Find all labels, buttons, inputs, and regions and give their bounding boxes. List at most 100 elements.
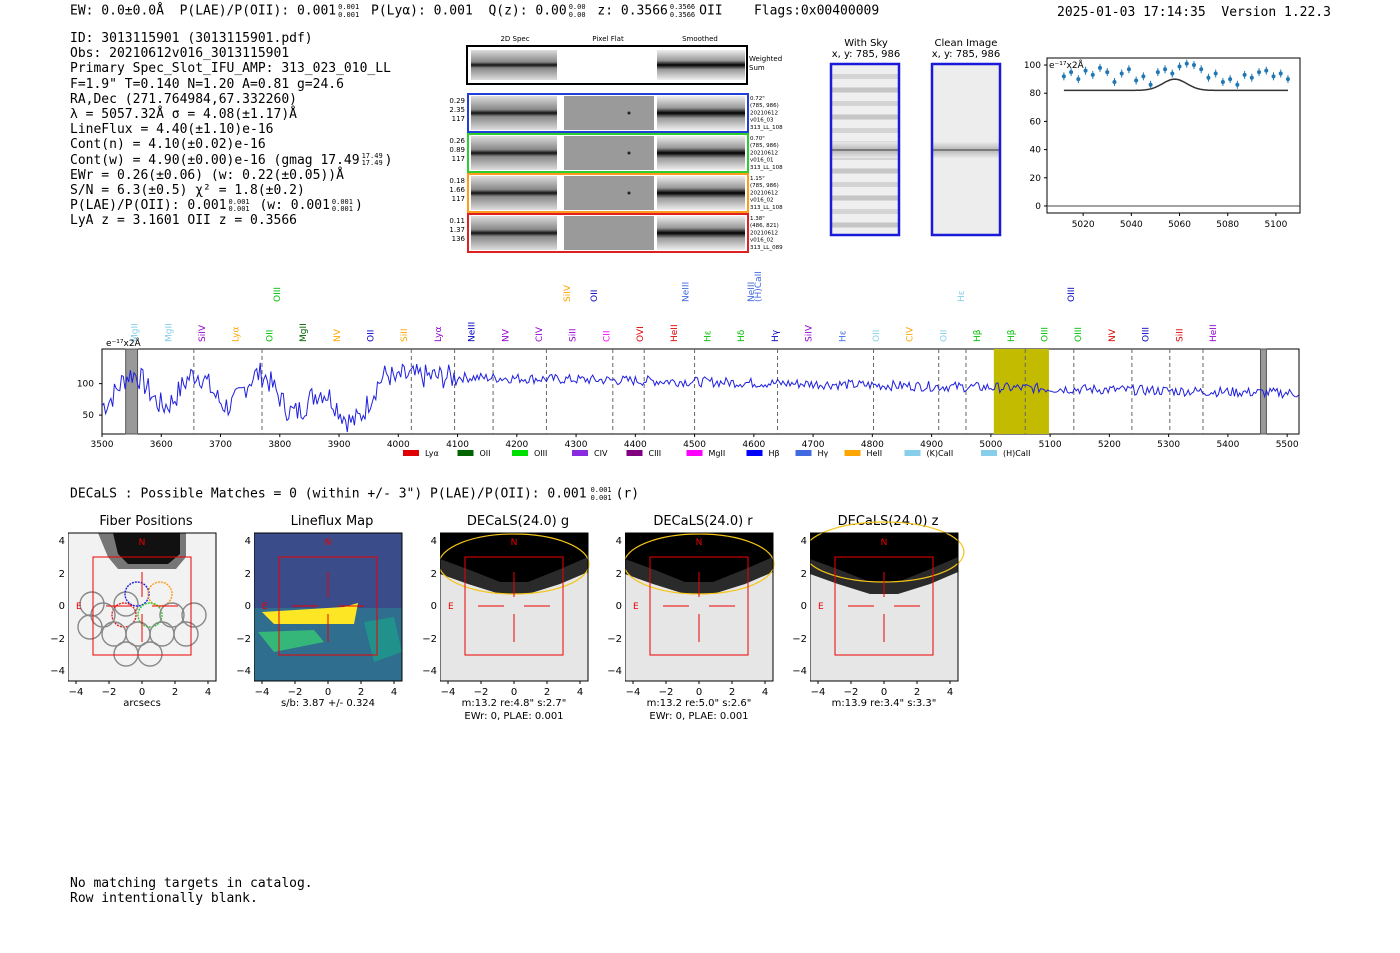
header-plae-sub: 0.001 [338, 11, 360, 19]
header-plya: P(Lyα): 0.001 [371, 3, 473, 19]
cutout-flat [564, 136, 654, 170]
info-contw-sup: 17.49 [361, 152, 383, 161]
zoom-ylabel: e⁻¹⁷x2Å [1049, 59, 1085, 71]
sky-stripe [831, 128, 899, 133]
spectrum-line-label: NV [501, 328, 511, 342]
info-plae: P(LAE)/P(OII): 0.001 0.001 0.001 (w: 0.001… [70, 198, 393, 213]
sky-stripe [831, 195, 899, 201]
spectrum-ytick-label: 50 [83, 411, 95, 421]
spectrum-xtick-label: 5500 [1276, 440, 1299, 450]
zoom-xtick-label: 5100 [1264, 220, 1287, 230]
cutout-2d [471, 176, 557, 210]
spectrum-line-label: MgII [299, 323, 309, 342]
spectrum-xtick-label: 3700 [209, 440, 232, 450]
footer-line2: Row intentionally blank. [70, 891, 258, 906]
cutout-left-label: 1.66 [449, 186, 465, 194]
zoom-point [1061, 74, 1066, 79]
decals-sub: 0.001 [590, 494, 612, 502]
panel-caption-2: EWr: 0, PLAE: 0.001 [464, 711, 563, 722]
zoom-point [1228, 77, 1233, 82]
spectrum-xtick-label: 5400 [1216, 440, 1239, 450]
info-contw-end: ) [384, 152, 393, 168]
cutout-right-label: 0.72" [750, 96, 765, 102]
spectrum-xtick-label: 4100 [446, 440, 469, 450]
panel-xtick-label: 0 [881, 687, 887, 698]
panel-ytick-label: 0 [800, 601, 807, 612]
legend-label: CIII [649, 449, 662, 458]
panel-image: NE [254, 533, 402, 681]
weighted-sum-row: Weighted Sum [466, 45, 782, 85]
fiber-circle [77, 614, 103, 640]
spectrum-line-label: SiIV [198, 324, 208, 342]
zoom-point [1090, 72, 1095, 77]
spectrum-xtick-label: 4600 [742, 440, 765, 450]
legend-label: (H)CaII [1003, 449, 1030, 458]
fiber-core [113, 533, 180, 564]
legend-swatch [626, 450, 643, 456]
zoom-point [1271, 74, 1276, 79]
info-contw: Cont(w) = 4.90(±0.00)e-16 (gmag 17.49 17.… [70, 153, 393, 168]
spectrum-line-label: Hδ [737, 329, 747, 342]
spectrum-xtick-label: 4700 [802, 440, 825, 450]
spectrum-xtick-label: 4400 [624, 440, 647, 450]
cutout-2d [471, 136, 557, 170]
spectrum-xtick-label: 4000 [387, 440, 410, 450]
zoom-ytick-label: 60 [1030, 117, 1042, 127]
clean-label: Clean Image [934, 38, 998, 49]
panel-xtick-label: 4 [391, 687, 397, 698]
zoom-point [1148, 82, 1153, 87]
panel-caption: arcsecs [123, 698, 161, 709]
east-label: E [448, 602, 454, 612]
spectrum-line-label: NV [1108, 328, 1118, 342]
info-plae-text: P(LAE)/P(OII): 0.001 [70, 198, 227, 214]
fiber-circle [137, 602, 163, 628]
cutout-right-label: v016_01 [750, 158, 774, 164]
cutout-right-label: v016_03 [750, 118, 774, 124]
zoom-point [1184, 61, 1189, 66]
with-sky-label: With Sky [844, 38, 888, 49]
panel-image: NE [68, 533, 216, 681]
flat-dot [627, 191, 631, 195]
header-qz: Q(z): 0.00 [488, 3, 567, 19]
north-label: N [139, 538, 146, 548]
fiber-circle [79, 591, 105, 617]
spectrum-line-label-upper: (H)CaII [754, 271, 764, 302]
spectrum-flux-line [101, 362, 1299, 433]
cutout-right-label: 20210612 [750, 190, 778, 196]
header-qz-sub: 0.00 [568, 11, 586, 19]
panel-xtick-label: 4 [577, 687, 583, 698]
panel-xtick-label: 2 [544, 687, 550, 698]
panel-caption: m:13.9 re:3.4" s:3.3" [832, 698, 937, 709]
zoom-point [1235, 82, 1240, 87]
flat-dot [627, 151, 631, 155]
with-sky-image [829, 62, 901, 237]
header-plae: P(LAE)/P(OII): 0.001 [179, 3, 337, 19]
north-label: N [511, 538, 518, 548]
spectrum-line-label: OII [872, 330, 882, 342]
cutout-left-label: 117 [452, 155, 465, 163]
cutout-flat [564, 96, 654, 130]
spectrum-line-label: OIII [1142, 327, 1152, 342]
zoom-chart: e⁻¹⁷x2Å 0 20 40 60 80 100 5020 5040 5060 5080 510… [1024, 57, 1301, 230]
spectrum-line-label: Lyα [232, 326, 242, 342]
spectrum-line-label: SiII [569, 328, 579, 342]
spectrum-line-label: OVI [636, 326, 646, 342]
cutouts-figure: 2D Spec Pixel Flat Smoothed Weighted Sum… [449, 35, 783, 253]
legend-swatch [981, 450, 997, 456]
zoom-xtick-label: 5060 [1168, 220, 1191, 230]
spectrum-line-label: OII [366, 330, 376, 342]
zoom-point [1170, 71, 1175, 76]
legend-swatch [686, 450, 703, 456]
zoom-xtick-label: 5020 [1072, 220, 1095, 230]
panel-title: DECaLS(24.0) r [653, 514, 753, 529]
zoom-point [1213, 71, 1218, 76]
cutout-left-label: 2.35 [449, 106, 465, 114]
legend-label: MgII [709, 449, 726, 458]
header-ew: EW: 0.0±0.0Å [70, 3, 164, 19]
decals-summary-text: DECaLS : Possible Matches = 0 (within +/… [70, 486, 587, 502]
legend-swatch [844, 450, 861, 456]
panel-image: NE [438, 533, 590, 681]
